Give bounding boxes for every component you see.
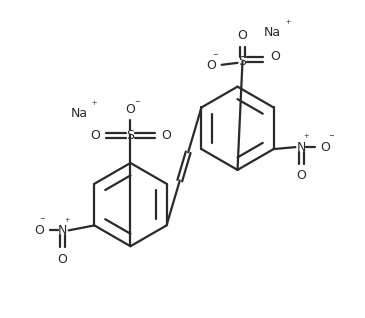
Text: $^{-}$: $^{-}$ xyxy=(327,133,335,143)
Text: S: S xyxy=(126,129,134,142)
Text: O: O xyxy=(34,224,44,237)
Text: O: O xyxy=(270,50,280,63)
Text: $^{+}$: $^{+}$ xyxy=(285,19,292,29)
Text: Na: Na xyxy=(264,26,281,38)
Text: N: N xyxy=(297,141,306,154)
Text: O: O xyxy=(126,103,135,116)
Text: O: O xyxy=(296,169,306,182)
Text: O: O xyxy=(58,252,68,266)
Text: $^{-}$: $^{-}$ xyxy=(134,100,141,109)
Text: $^{+}$: $^{+}$ xyxy=(64,218,71,227)
Text: O: O xyxy=(206,59,216,72)
Text: O: O xyxy=(161,129,171,142)
Text: $^{-}$: $^{-}$ xyxy=(212,52,219,62)
Text: $^{+}$: $^{+}$ xyxy=(91,100,98,110)
Text: Na: Na xyxy=(70,107,88,120)
Text: $^{+}$: $^{+}$ xyxy=(303,133,310,143)
Text: O: O xyxy=(90,129,100,142)
Text: S: S xyxy=(238,55,246,68)
Text: O: O xyxy=(238,29,247,42)
Text: N: N xyxy=(58,224,68,237)
Text: $^{-}$: $^{-}$ xyxy=(39,217,46,226)
Text: O: O xyxy=(320,141,330,154)
